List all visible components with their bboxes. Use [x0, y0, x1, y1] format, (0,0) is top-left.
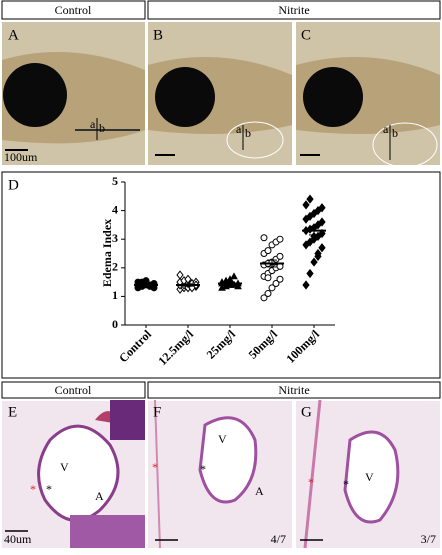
point: [184, 274, 192, 284]
annotation: *: [46, 482, 52, 496]
count-label: 4/7: [271, 532, 286, 546]
header: Control: [55, 3, 92, 17]
point: [276, 275, 284, 283]
annotation: a: [236, 122, 242, 136]
y-tick-label: 3: [112, 231, 118, 245]
photo: [2, 400, 145, 548]
header-box: [1, 381, 146, 399]
panel-label: G: [301, 404, 312, 420]
panel-label: F: [153, 404, 161, 420]
annotation: A: [95, 489, 104, 503]
count-label: 3/7: [421, 532, 436, 546]
header: Nitrite: [278, 383, 309, 397]
point: [230, 272, 238, 280]
header-box: [147, 0, 441, 20]
photo: [296, 22, 440, 168]
annotation: V: [365, 470, 374, 484]
annotation: A: [255, 484, 264, 498]
photo: [148, 22, 292, 165]
annotation: b: [99, 121, 105, 135]
y-tick-label: 0: [112, 317, 118, 331]
annotation: b: [245, 126, 251, 140]
y-tick-label: 1: [112, 288, 118, 302]
header-box: [147, 381, 441, 399]
point: [264, 290, 272, 298]
annotation: *: [308, 475, 314, 489]
y-tick-label: 4: [112, 202, 118, 216]
point: [260, 234, 268, 242]
panel-label: B: [153, 27, 163, 43]
scale-label: 100um: [4, 150, 38, 164]
point: [318, 243, 326, 253]
point: [276, 252, 284, 260]
point: [234, 282, 242, 290]
photo: [296, 399, 440, 549]
point: [314, 251, 322, 261]
header-box: [1, 0, 146, 20]
photo: [2, 22, 145, 165]
point: [276, 235, 284, 243]
point: [302, 200, 310, 210]
chart-box: [1, 171, 441, 379]
point: [176, 270, 184, 280]
photo: [148, 399, 292, 549]
point: [318, 217, 326, 227]
annotation: *: [152, 460, 158, 474]
point: [268, 284, 276, 292]
annotation: a: [90, 117, 96, 131]
annotation: *: [343, 477, 349, 491]
point: [302, 280, 310, 290]
point: [264, 274, 272, 282]
point: [310, 257, 318, 267]
panel-label: A: [8, 27, 19, 43]
y-axis-label: Edema Index: [100, 219, 114, 287]
panel-label: D: [8, 177, 19, 193]
annotation: V: [60, 460, 69, 474]
y-tick-label: 2: [112, 260, 118, 274]
annotation: *: [30, 482, 36, 496]
panel-label: E: [8, 404, 17, 420]
annotation: b: [392, 126, 398, 140]
annotation: a: [383, 122, 389, 136]
point: [260, 294, 268, 302]
point: [306, 268, 314, 279]
point: [306, 194, 314, 204]
point: [264, 247, 272, 255]
y-tick-label: 5: [112, 174, 118, 188]
scale-label: 40um: [4, 532, 32, 546]
point: [318, 228, 326, 239]
point: [272, 280, 280, 288]
annotation: *: [200, 462, 206, 476]
panel-label: C: [301, 27, 311, 43]
header: Control: [55, 383, 92, 397]
point: [318, 203, 326, 213]
header: Nitrite: [278, 3, 309, 17]
annotation: V: [218, 432, 227, 446]
